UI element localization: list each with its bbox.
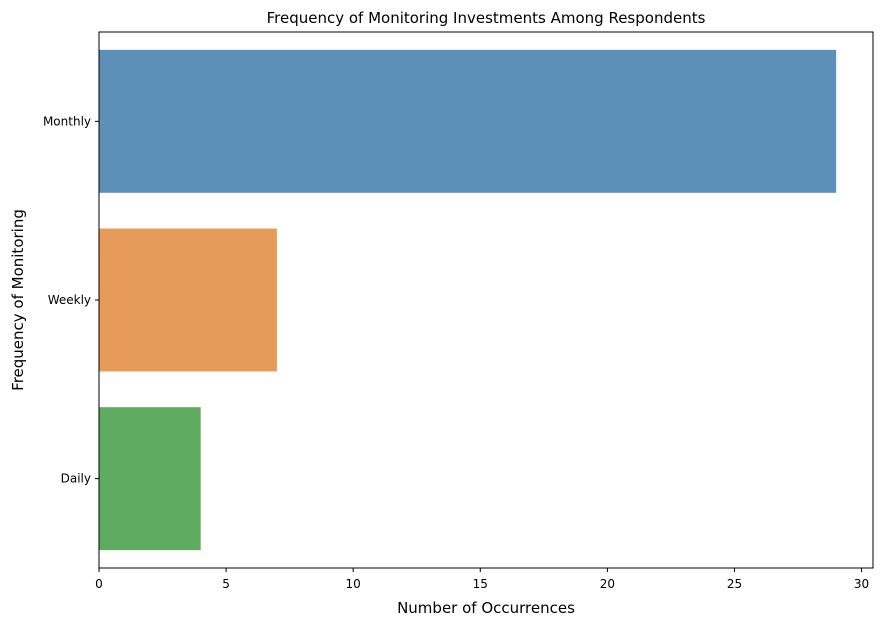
bar-weekly [99, 228, 277, 372]
x-axis-label: Number of Occurrences [397, 599, 575, 617]
y-axis-ticks: Monthly Weekly Daily [43, 114, 99, 486]
y-tick-label: Monthly [43, 114, 91, 128]
x-tick-label: 5 [222, 577, 230, 591]
x-tick-label: 20 [600, 577, 615, 591]
x-tick-label: 25 [727, 577, 742, 591]
bar-daily [99, 407, 201, 551]
x-tick-label: 0 [95, 577, 103, 591]
x-tick-label: 30 [854, 577, 869, 591]
x-tick-label: 15 [473, 577, 488, 591]
plot-frame [98, 31, 874, 569]
y-tick-label: Weekly [48, 293, 91, 307]
y-axis-label: Frequency of Monitoring [9, 209, 27, 391]
x-axis-ticks: 0 5 10 15 20 25 30 [95, 568, 869, 591]
y-tick-label: Daily [61, 472, 91, 486]
bars-group [99, 49, 837, 551]
chart-title: Frequency of Monitoring Investments Amon… [267, 9, 706, 27]
bar-monthly [99, 49, 837, 193]
x-tick-label: 10 [346, 577, 361, 591]
